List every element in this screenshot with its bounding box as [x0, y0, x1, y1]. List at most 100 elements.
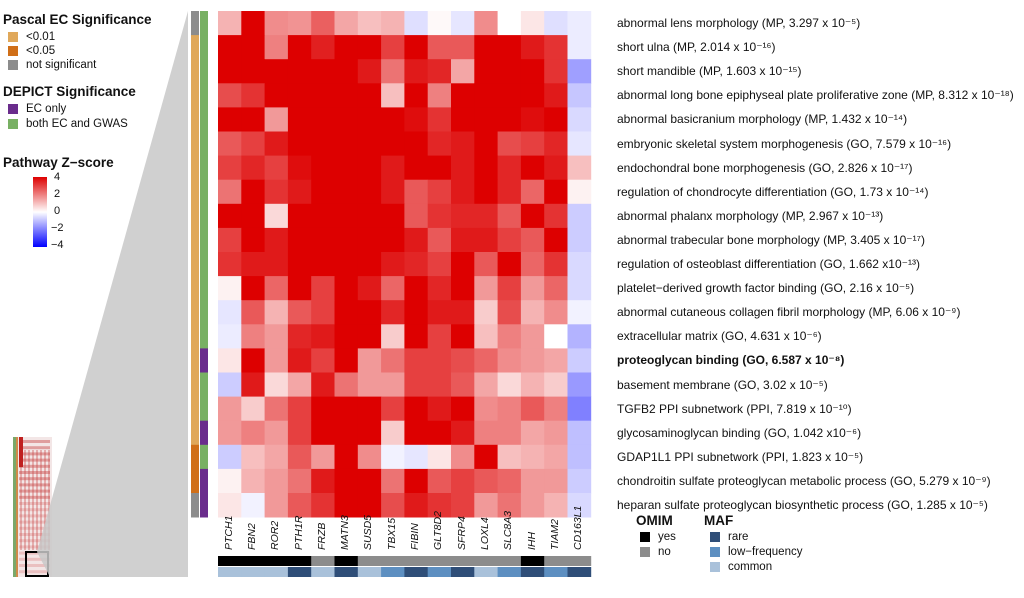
- heatmap-cell: [451, 468, 475, 494]
- heatmap-cell: [241, 468, 265, 494]
- heatmap-cell: [241, 11, 265, 36]
- depict-annotation-cell: [200, 252, 208, 277]
- heatmap-cell: [334, 420, 359, 446]
- heatmap-cell: [474, 59, 498, 84]
- heatmap-cell: [381, 348, 405, 373]
- heatmap-cell: [357, 11, 382, 36]
- colorbar-tick: 2: [54, 188, 61, 200]
- row-annotation-bars: [191, 11, 208, 518]
- colorbar-tick: −4: [51, 239, 64, 251]
- heatmap-cell: [287, 300, 312, 325]
- thumbnail-column: [20, 450, 22, 550]
- heatmap-cell: [241, 324, 265, 349]
- heatmap-cell: [311, 324, 335, 349]
- column-label: CD163L1: [572, 505, 585, 550]
- heatmap-cell: [264, 83, 289, 108]
- thumbnail-row: [19, 526, 50, 530]
- row-label: heparan sulfate proteoglycan biosyntheti…: [617, 498, 988, 512]
- omim-annotation-cell: [427, 556, 452, 566]
- heatmap-cell: [404, 468, 429, 494]
- pascal-swatch: [8, 46, 18, 56]
- maf-legend-item: common: [710, 561, 772, 573]
- heatmap-cell: [241, 420, 265, 446]
- heatmap-cell: [218, 348, 242, 373]
- heatmap-cell: [264, 35, 289, 60]
- heatmap-cell: [218, 372, 242, 397]
- heatmap-cell: [544, 493, 568, 518]
- row-label: abnormal phalanx morphology (MP, 2.967 x…: [617, 208, 884, 223]
- heatmap-cell: [404, 227, 429, 253]
- heatmap-cell: [451, 155, 475, 181]
- pascal-annotation-cell: [191, 276, 199, 301]
- pascal-swatch: [8, 32, 18, 42]
- heatmap-cell: [218, 468, 242, 494]
- zscore-legend-title: Pathway Z−score: [3, 155, 114, 170]
- maf-annotation-cell: [264, 567, 289, 577]
- heatmap-cell: [567, 131, 592, 156]
- pascal-legend-item: not significant: [8, 59, 96, 71]
- heatmap-cell: [544, 324, 568, 349]
- heatmap-cell: [544, 227, 568, 253]
- heatmap-cell: [451, 83, 475, 108]
- heatmap-cell: [334, 107, 359, 132]
- heatmap-cell: [427, 179, 452, 205]
- heatmap-cell: [451, 59, 475, 84]
- heatmap-cell: [474, 35, 498, 60]
- omim-legend-title: OMIM: [636, 513, 673, 528]
- heatmap-cell: [381, 420, 405, 446]
- pascal-legend-item: <0.01: [8, 31, 55, 43]
- heatmap-cell: [381, 276, 405, 301]
- thumbnail-row: [19, 545, 50, 549]
- heatmap-cell: [218, 155, 242, 181]
- heatmap-cell: [404, 300, 429, 325]
- heatmap-cell: [357, 203, 382, 229]
- depict-legend-title: DEPICT Significance: [3, 84, 136, 99]
- row-label: endochondral bone morphogenesis (GO, 2.8…: [617, 160, 913, 175]
- row-label: regulation of osteoblast differentiation…: [617, 257, 920, 271]
- heatmap-cell: [381, 396, 405, 422]
- heatmap-cell: [287, 348, 312, 373]
- row-label: embryonic skeletal system morphogenesis …: [617, 136, 952, 151]
- pascal-annotation-cell: [191, 348, 199, 373]
- heatmap-cell: [427, 131, 452, 156]
- heatmap-cell: [451, 131, 475, 156]
- heatmap-cell: [357, 35, 382, 60]
- maf-label: common: [728, 561, 773, 573]
- heatmap-cell: [567, 324, 592, 349]
- column-label: GLT8D2: [432, 511, 445, 550]
- heatmap-cell: [381, 493, 405, 518]
- heatmap-cell: [520, 396, 545, 422]
- thumbnail-column: [24, 450, 26, 550]
- heatmap-cell: [218, 59, 242, 84]
- heatmap-cell: [218, 300, 242, 325]
- heatmap-cell: [311, 444, 335, 470]
- heatmap-cell: [544, 348, 568, 373]
- heatmap-cell: [311, 155, 335, 181]
- heatmap-cell: [287, 396, 312, 422]
- pascal-annotation-cell: [191, 35, 199, 60]
- heatmap-cell: [567, 155, 592, 181]
- heatmap-cell: [311, 468, 335, 494]
- heatmap-cell: [497, 276, 522, 301]
- heatmap-cell: [427, 372, 452, 397]
- heatmap-cell: [264, 131, 289, 156]
- thumbnail-row: [19, 464, 50, 468]
- colorbar-tick: −2: [51, 222, 64, 234]
- heatmap-cell: [287, 372, 312, 397]
- heatmap-cell: [520, 11, 545, 36]
- maf-annotation-cell: [241, 567, 265, 577]
- depict-swatch: [8, 104, 18, 114]
- heatmap-cell: [357, 324, 382, 349]
- heatmap-cell: [264, 179, 289, 205]
- heatmap-cell: [497, 179, 522, 205]
- thumbnail-column: [44, 450, 46, 550]
- column-label: MATN3: [339, 515, 352, 550]
- heatmap-cell: [474, 203, 498, 229]
- heatmap-cell: [451, 348, 475, 373]
- heatmap-cell: [451, 420, 475, 446]
- heatmap-cell: [334, 372, 359, 397]
- column-label: FBN2: [245, 523, 258, 550]
- heatmap-cell: [544, 107, 568, 132]
- omim-annotation-cell: [520, 556, 545, 566]
- heatmap-cell: [474, 11, 498, 36]
